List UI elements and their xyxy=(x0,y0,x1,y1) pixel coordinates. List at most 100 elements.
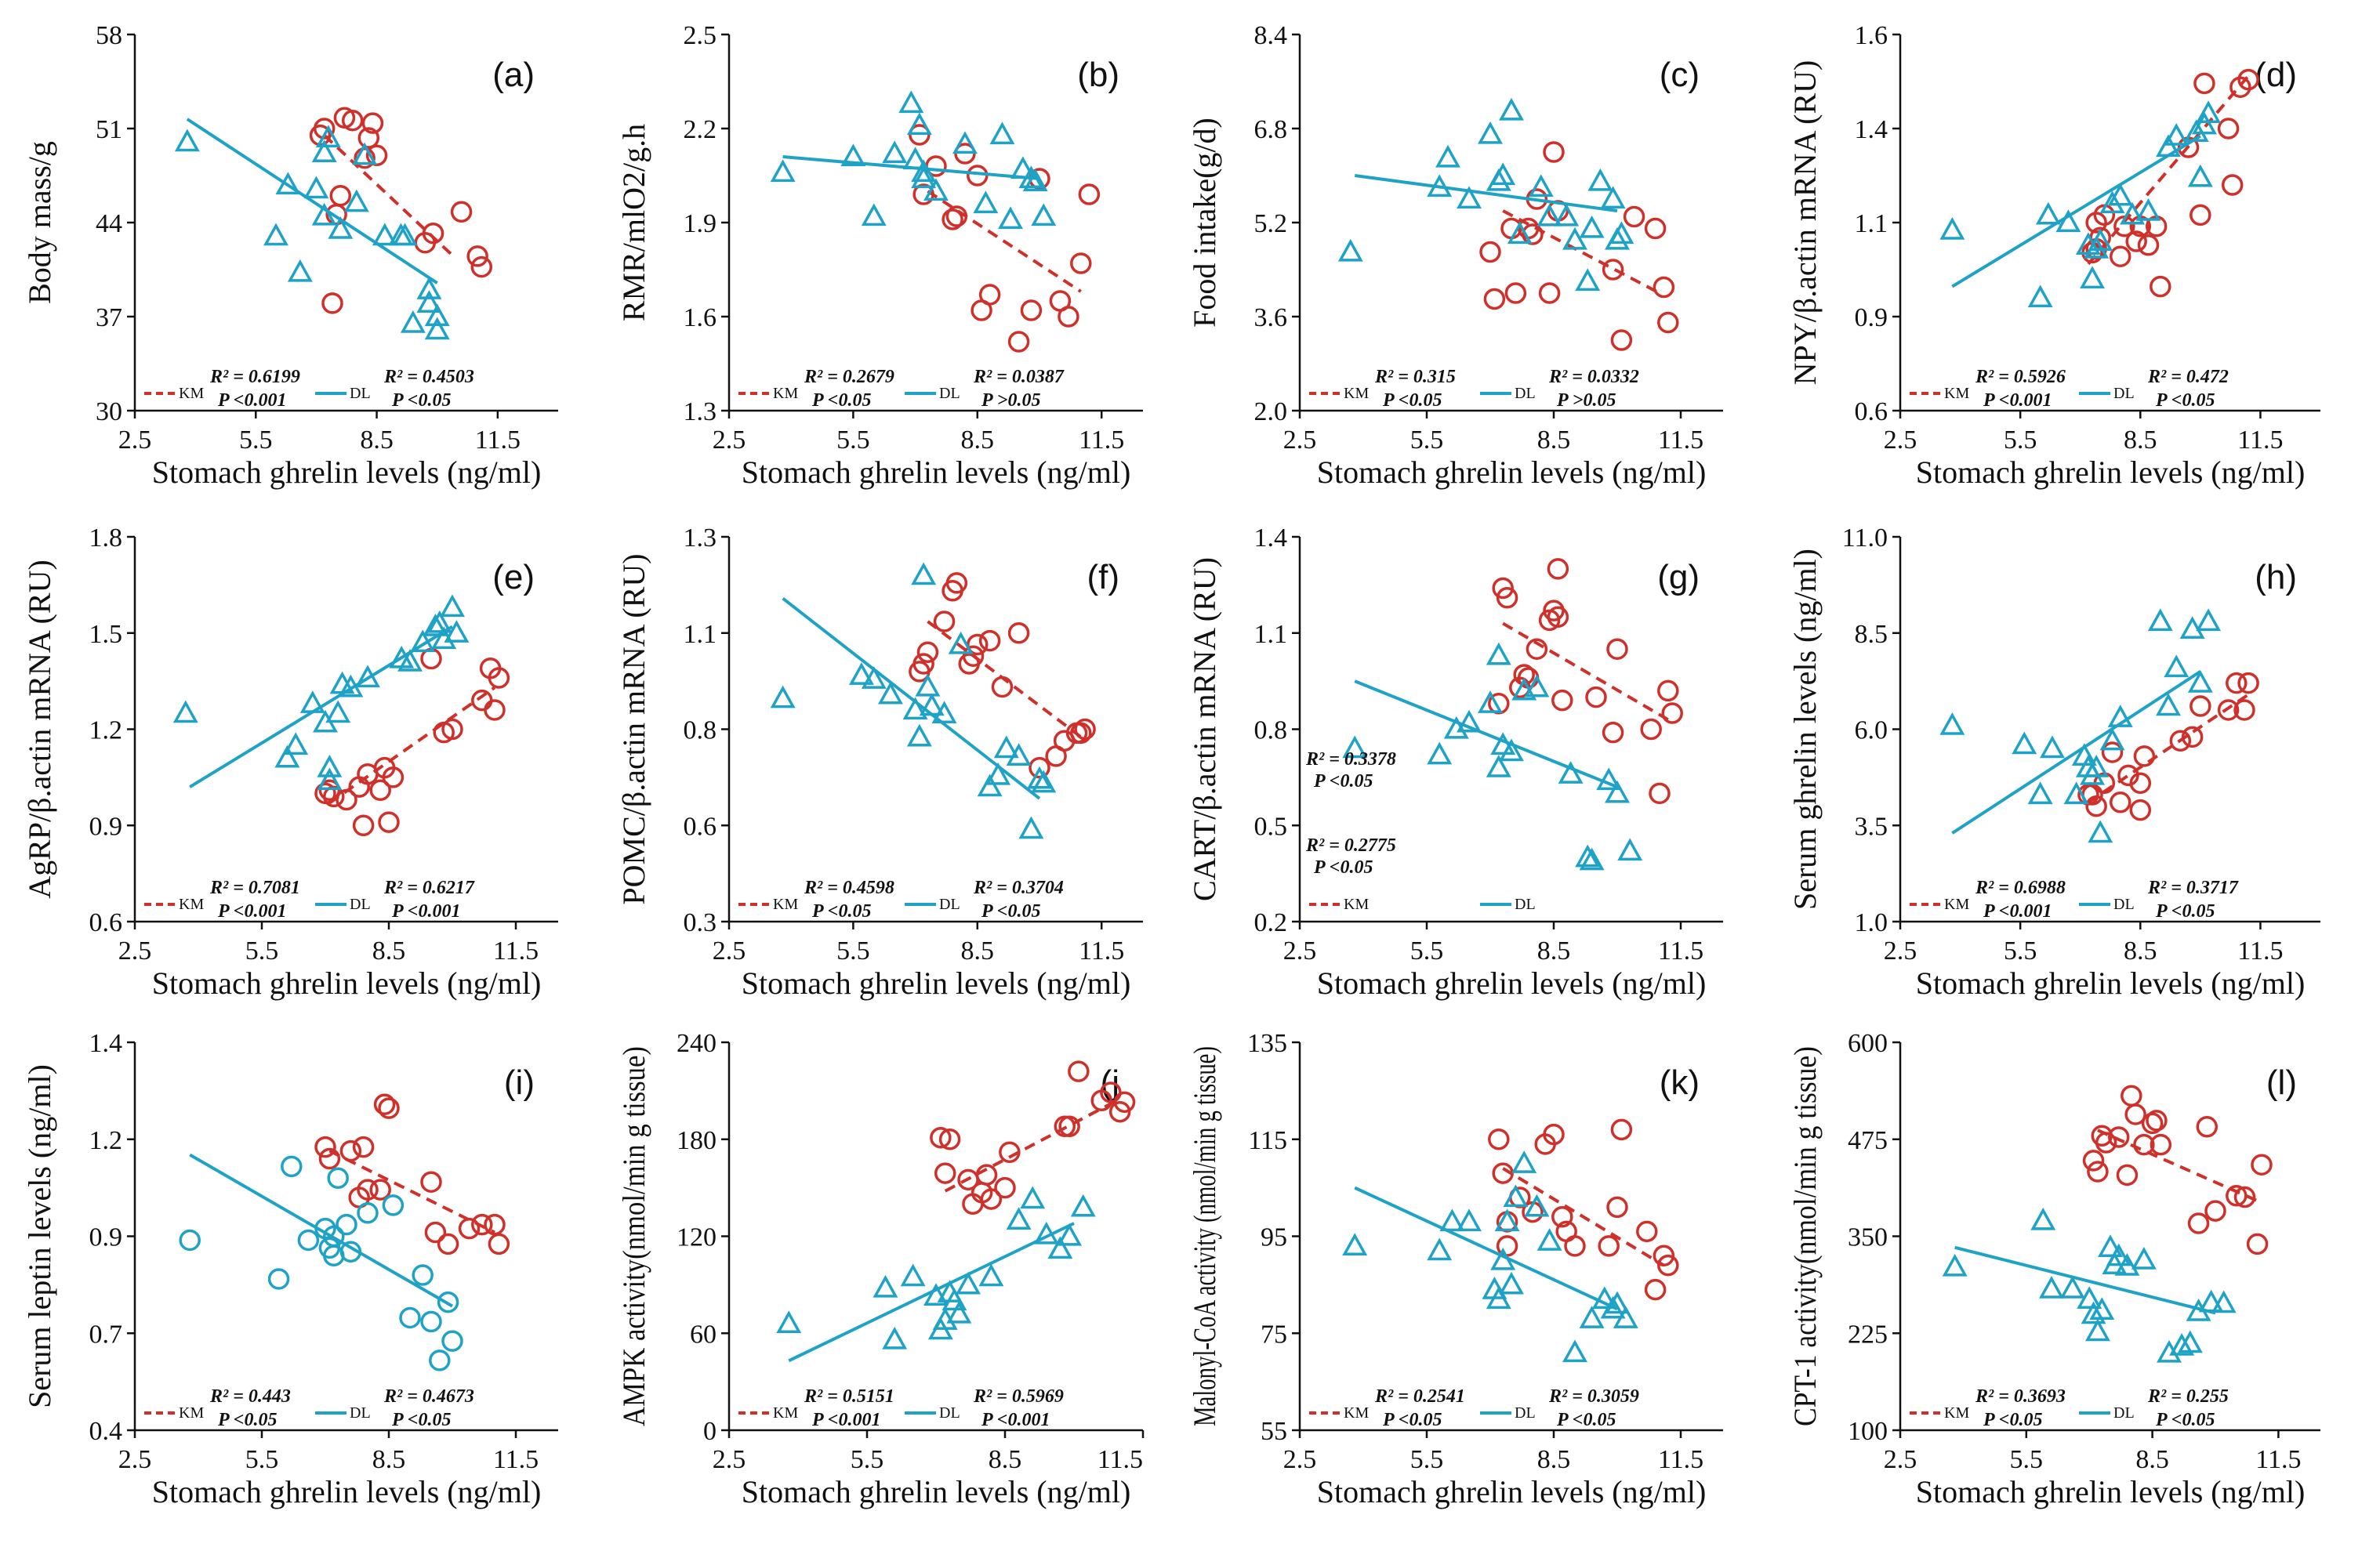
data-point xyxy=(1007,331,1030,353)
data-point xyxy=(318,1147,341,1170)
data-point xyxy=(1020,299,1043,321)
x-tick-label: 5.5 xyxy=(836,937,870,966)
data-point xyxy=(945,205,968,227)
regression-line-dl xyxy=(1354,174,1618,212)
panel-label: (g) xyxy=(1657,558,1700,596)
data-point xyxy=(369,779,391,801)
data-point xyxy=(2196,608,2222,632)
data-point xyxy=(287,259,313,282)
x-tick-label: 2.5 xyxy=(1283,426,1317,455)
data-point xyxy=(437,1233,459,1255)
x-tick-label: 2.5 xyxy=(1283,1445,1317,1474)
x-axis-title: Stomach ghrelin levels (ng/ml) xyxy=(742,455,1131,490)
x-tick-label: 5.5 xyxy=(239,426,273,455)
data-point xyxy=(1486,754,1511,777)
y-tick-label: 0.9 xyxy=(1855,303,1888,332)
data-point xyxy=(1427,174,1453,197)
y-tick-label: 8.5 xyxy=(1855,620,1888,649)
y-tick-label: 0 xyxy=(703,1417,717,1446)
series-km xyxy=(2081,68,2259,298)
y-tick-label: 55 xyxy=(1261,1417,1287,1446)
data-point xyxy=(2146,1110,2168,1132)
data-point xyxy=(2221,174,2244,196)
data-point xyxy=(437,1291,459,1313)
legend-dl-label: DL xyxy=(350,1404,371,1422)
data-point xyxy=(336,1213,357,1236)
data-point xyxy=(1020,1186,1046,1209)
y-tick-label: 350 xyxy=(1848,1223,1888,1252)
annotation-p-dl: P <0.05 xyxy=(981,901,1040,922)
data-point xyxy=(426,610,452,633)
x-tick-label: 8.5 xyxy=(1537,937,1571,966)
data-point xyxy=(1602,721,1624,744)
y-tick-label: 6.0 xyxy=(1855,716,1888,745)
annotation-r2-dl: R² = 0.4503 xyxy=(383,367,474,387)
data-point xyxy=(989,121,1015,145)
x-tick-label: 11.5 xyxy=(1658,1445,1703,1474)
data-point xyxy=(471,1213,493,1236)
data-point xyxy=(1610,329,1633,351)
x-tick-label: 5.5 xyxy=(836,426,870,455)
annotation-p-dl: P <0.05 xyxy=(2155,390,2215,411)
legend-km-label: KM xyxy=(179,1404,204,1422)
data-point xyxy=(2226,1185,2248,1207)
y-tick-label: 1.8 xyxy=(89,524,123,552)
data-point xyxy=(2237,68,2259,91)
annotation-r2-dl: R² = 0.255 xyxy=(2147,1386,2229,1407)
data-point xyxy=(1613,1306,1638,1328)
annotation-p-dl: P <0.001 xyxy=(391,901,460,922)
regression-line-km xyxy=(927,190,1082,293)
data-point xyxy=(2084,1318,2110,1342)
y-tick-label: 1.5 xyxy=(89,620,123,649)
y-tick-label: 0.8 xyxy=(1254,716,1288,745)
data-point xyxy=(341,109,364,132)
data-point xyxy=(1031,770,1057,793)
data-point xyxy=(311,139,337,163)
data-point xyxy=(373,756,396,779)
data-point xyxy=(2147,608,2173,632)
data-point xyxy=(2233,1186,2256,1208)
annotation-r2-km: R² = 0.443 xyxy=(209,1386,291,1407)
legend-dl-label: DL xyxy=(2113,896,2135,913)
data-point xyxy=(2169,1333,2195,1356)
series-km xyxy=(314,647,510,836)
x-tick-label: 8.5 xyxy=(372,1445,406,1474)
y-tick-label: 1.2 xyxy=(89,1126,123,1155)
y-tick-label: 0.2 xyxy=(1254,908,1288,937)
annotation-p-dl: P <0.05 xyxy=(2155,901,2215,922)
data-point xyxy=(303,176,329,199)
data-point xyxy=(2217,699,2240,721)
y-tick-label: 225 xyxy=(1848,1320,1888,1349)
data-point xyxy=(361,112,384,134)
data-point xyxy=(2055,209,2081,233)
data-point xyxy=(373,1093,396,1115)
y-tick-label: 240 xyxy=(677,1029,717,1058)
y-tick-label: 0.9 xyxy=(89,812,123,841)
y-tick-label: 2.2 xyxy=(684,115,717,144)
y-axis-title: Serum leptin levels (ng/ml) xyxy=(22,1064,57,1408)
data-point xyxy=(2085,795,2107,817)
legend-km-label: KM xyxy=(773,385,798,402)
data-point xyxy=(933,610,956,632)
data-point xyxy=(2141,1112,2164,1135)
y-tick-label: 100 xyxy=(1848,1417,1888,1446)
data-point xyxy=(399,1306,421,1329)
y-tick-label: 44 xyxy=(96,209,122,238)
x-tick-label: 5.5 xyxy=(1410,937,1444,966)
data-point xyxy=(1486,642,1511,665)
data-point xyxy=(2099,727,2125,751)
legend-km-label: KM xyxy=(1944,896,1969,913)
data-point xyxy=(1591,1286,1617,1310)
data-point xyxy=(1526,638,1548,660)
data-point xyxy=(317,754,343,777)
annotation-p-dl: P <0.001 xyxy=(981,1410,1050,1430)
annotation-p-km: P <0.05 xyxy=(1983,1410,2042,1430)
x-tick-label: 8.5 xyxy=(360,426,394,455)
annotation-p-dl: P <0.05 xyxy=(391,1410,451,1430)
data-point xyxy=(2198,1289,2224,1313)
y-tick-label: 0.9 xyxy=(89,1223,123,1252)
data-point xyxy=(2190,695,2211,717)
annotation-p-km: P <0.001 xyxy=(1983,901,2052,922)
data-point xyxy=(906,112,932,136)
